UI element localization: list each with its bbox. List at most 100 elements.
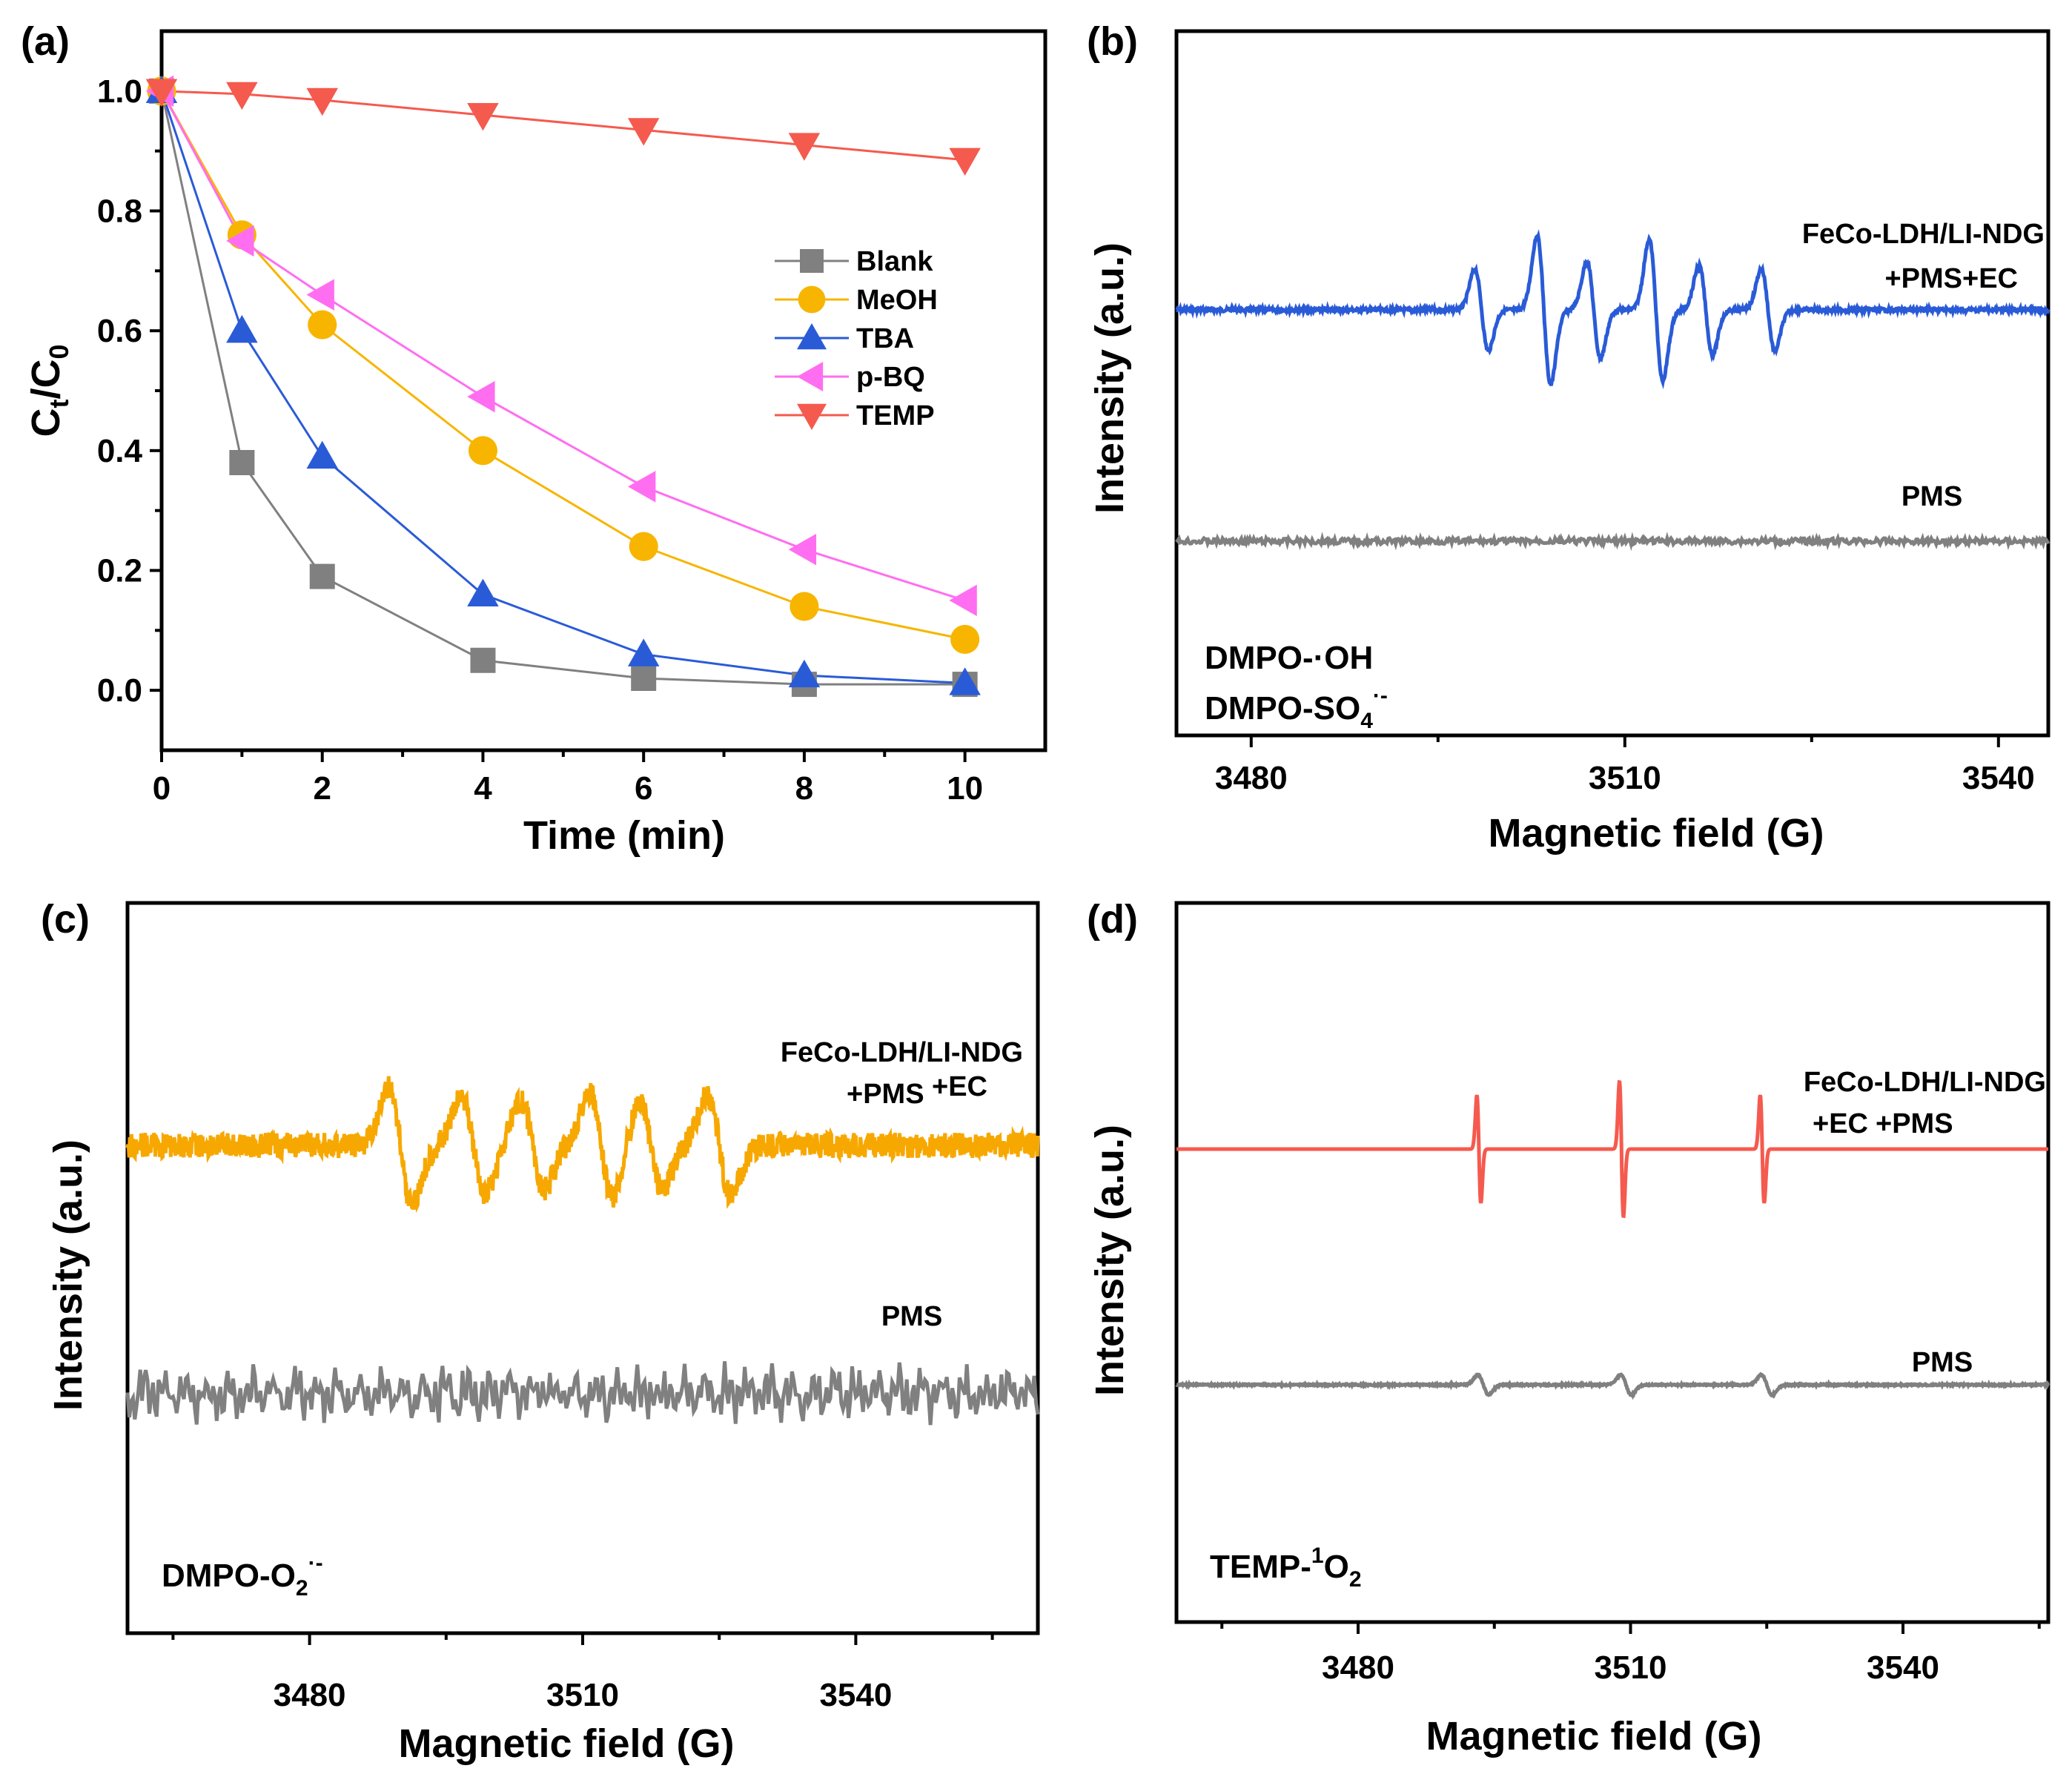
- panel-a-ylabel: Ct/C0: [24, 344, 74, 437]
- species-sup: ·-: [308, 1551, 323, 1575]
- panel-c-label: (c): [41, 897, 90, 942]
- data-point-temp: [306, 87, 338, 116]
- legend-marker-p-bq: [797, 362, 824, 391]
- panel-d-ylabel: Intensity (a.u.): [1088, 1125, 1132, 1396]
- panel-c-ticks: 3480 3510 3540: [171, 1633, 994, 1713]
- data-point-tba: [467, 578, 499, 606]
- data-point-tba: [306, 440, 338, 469]
- x-tick-label: 0: [153, 770, 171, 807]
- panel-c-sample-label-2b: +EC: [932, 1071, 987, 1102]
- ylabel-slash-c: /C: [24, 360, 68, 400]
- panel-d-sample-label-2a: +EC: [1813, 1108, 1868, 1139]
- data-point-temp: [226, 82, 258, 110]
- panel-d-pms-label: PMS: [1912, 1347, 1973, 1378]
- panel-a-label: (a): [21, 19, 70, 64]
- series-line-temp: [161, 90, 965, 162]
- x-tick-label: 6: [635, 770, 652, 807]
- series-line-blank: [160, 90, 965, 686]
- series-line-meoh: [160, 90, 965, 641]
- panel-b-frame: [1174, 29, 2051, 738]
- species-base: DMPO-O: [162, 1558, 296, 1594]
- panel-d-sample-spectrum: [1176, 1079, 2048, 1219]
- data-point-blank: [631, 666, 657, 691]
- legend-marker-meoh: [798, 285, 826, 314]
- x-tick-label: 8: [795, 770, 813, 807]
- panel-b: (b) 3480 3510 3540 FeCo-LDH/LI-NDG +PMS+EC…: [1087, 19, 2051, 856]
- legend-label-temp: TEMP: [856, 400, 935, 431]
- x-tick-label: 3510: [1589, 760, 1661, 796]
- species-sub: 2: [1349, 1567, 1362, 1592]
- panel-b-label: (b): [1087, 19, 1138, 64]
- panel-d-xlabel: Magnetic field (G): [1426, 1714, 1761, 1758]
- panel-a: (a) 0 2 4 6 8 10 0.0 0.2 0.4 0.6 0.8 1.0 Time (min)…: [21, 19, 1047, 858]
- legend-marker-tba: [797, 323, 827, 350]
- panel-b-species-1: DMPO-·OH: [1205, 640, 1373, 676]
- data-point-tba: [627, 638, 660, 666]
- species-2-base: DMPO-SO: [1205, 690, 1360, 727]
- panel-c-pms-label: PMS: [881, 1301, 942, 1332]
- x-tick-label: 4: [474, 770, 492, 807]
- panel-c-xlabel: Magnetic field (G): [398, 1721, 734, 1766]
- data-point-blank: [309, 563, 335, 589]
- data-point-p-bq: [306, 279, 334, 311]
- data-point-p-bq: [627, 471, 656, 503]
- x-tick-label: 2: [313, 770, 331, 807]
- legend-label-tba: TBA: [856, 323, 914, 354]
- x-tick-label: 10: [947, 770, 983, 807]
- legend-label-p-bq: p-BQ: [856, 362, 925, 393]
- data-point-temp: [467, 103, 499, 131]
- panel-b-sample-label-2: +PMS+EC: [1884, 263, 2018, 294]
- data-point-blank: [470, 647, 496, 673]
- panel-c: (c) 3480 3510 3540 FeCo-LDH/LI-NDG +PMS +E…: [41, 897, 1040, 1766]
- data-point-meoh: [629, 532, 658, 561]
- data-point-blank: [229, 450, 255, 475]
- panel-c-ylabel: Intensity (a.u.): [46, 1139, 90, 1411]
- x-tick-label: 3480: [1215, 760, 1288, 796]
- data-point-p-bq: [788, 533, 817, 566]
- x-tick-label: 3480: [1322, 1649, 1394, 1686]
- y-tick-label: 0.0: [97, 672, 142, 709]
- y-tick-label: 0.4: [97, 433, 143, 469]
- series-line-tba: [160, 90, 965, 684]
- species-2-sup: ·-: [1373, 684, 1388, 708]
- panel-b-sample-spectrum: [1175, 229, 2051, 390]
- x-tick-label: 3510: [546, 1677, 619, 1713]
- y-tick-label: 0.2: [97, 553, 142, 589]
- data-point-p-bq: [949, 584, 977, 617]
- data-point-meoh: [790, 592, 819, 621]
- data-point-tba: [226, 314, 258, 343]
- panel-b-pms-label: PMS: [1901, 481, 1962, 512]
- panel-b-species-2: DMPO-SO4·-: [1205, 684, 1388, 733]
- x-tick-label: 3540: [1867, 1649, 1939, 1686]
- x-tick-label: 3540: [1962, 760, 2035, 796]
- panel-d: (d) 3480 3510 3540 FeCo-LDH/LI-NDG +EC +PM…: [1087, 897, 2051, 1758]
- species-o: O: [1324, 1549, 1349, 1585]
- legend-marker-blank: [800, 249, 824, 273]
- panel-c-sample-label-1: FeCo-LDH/LI-NDG: [781, 1037, 1023, 1068]
- panel-b-ylabel: Intensity (a.u.): [1088, 242, 1132, 514]
- panel-a-legend: Blank MeOH TBA p-BQ TEMP: [775, 246, 938, 431]
- panel-d-label: (d): [1087, 897, 1138, 942]
- ylabel-sub-t: t: [44, 400, 74, 408]
- data-point-p-bq: [226, 225, 254, 257]
- panel-d-sample-label-2b: +PMS: [1876, 1108, 1953, 1139]
- legend-label-meoh: MeOH: [856, 285, 938, 316]
- species-2-sub: 4: [1360, 709, 1373, 733]
- x-tick-label: 3540: [819, 1677, 892, 1713]
- legend-marker-temp: [797, 403, 827, 430]
- panel-d-pms-spectrum: [1175, 1371, 2051, 1400]
- series-line-p-bq: [160, 90, 966, 602]
- panel-d-sample-label-1: FeCo-LDH/LI-NDG: [1804, 1067, 2046, 1098]
- data-point-meoh: [950, 624, 980, 655]
- panel-d-ticks: 3480 3510 3540: [1220, 1622, 2041, 1686]
- panel-b-xlabel: Magnetic field (G): [1488, 811, 1824, 856]
- panel-b-ticks: 3480 3510 3540: [1215, 735, 2035, 796]
- data-point-temp: [145, 79, 178, 107]
- species-sub: 2: [296, 1576, 308, 1601]
- ylabel-sub-0: 0: [44, 344, 74, 359]
- data-point-temp: [627, 118, 660, 146]
- y-tick-label: 0.6: [97, 313, 142, 349]
- panel-c-pms-spectrum: [125, 1361, 1040, 1426]
- panel-b-pms-spectrum: [1175, 532, 2051, 552]
